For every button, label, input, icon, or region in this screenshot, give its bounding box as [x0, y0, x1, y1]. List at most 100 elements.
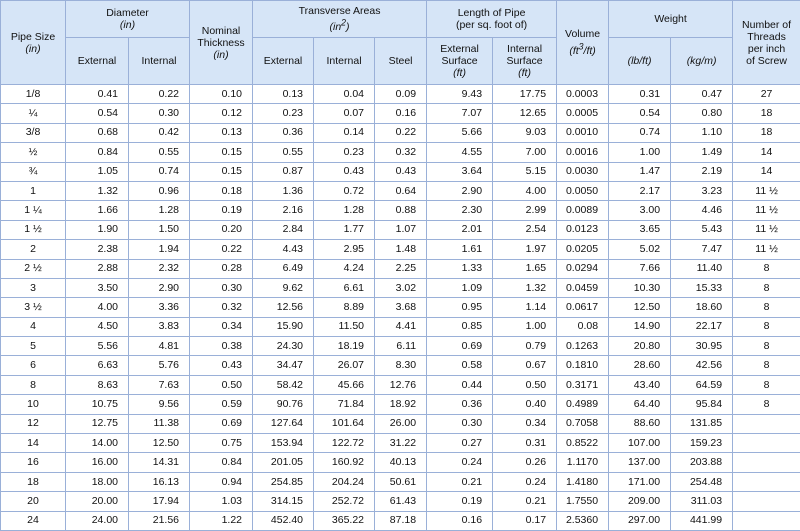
cell-external-surface: 1.33	[427, 259, 493, 278]
cell-nominal-thickness: 0.15	[190, 162, 253, 181]
cell-external-surface: 0.30	[427, 414, 493, 433]
cell-area-steel: 0.22	[375, 123, 427, 142]
cell-volume: 0.0005	[557, 104, 609, 123]
cell-pipe-size: 3	[1, 278, 66, 297]
cell-diameter-internal: 0.42	[129, 123, 190, 142]
cell-area-steel: 1.48	[375, 240, 427, 259]
cell-nominal-thickness: 1.03	[190, 492, 253, 511]
cell-diameter-external: 4.50	[66, 317, 129, 336]
cell-external-surface: 1.61	[427, 240, 493, 259]
cell-area-external: 0.55	[253, 143, 314, 162]
cell-weight-kg-m: 254.48	[671, 472, 733, 491]
cell-nominal-thickness: 0.84	[190, 453, 253, 472]
cell-area-steel: 6.11	[375, 337, 427, 356]
cell-area-external: 24.30	[253, 337, 314, 356]
cell-volume: 0.0050	[557, 181, 609, 200]
header-weight: Weight	[609, 1, 733, 38]
header-internal-surface: Internal Surface (ft)	[493, 38, 557, 85]
cell-pipe-size: 2 ½	[1, 259, 66, 278]
cell-volume: 0.0123	[557, 220, 609, 239]
cell-area-external: 0.87	[253, 162, 314, 181]
cell-internal-surface: 5.15	[493, 162, 557, 181]
cell-nominal-thickness: 0.18	[190, 181, 253, 200]
cell-weight-kg-m: 311.03	[671, 492, 733, 511]
header-pipe-size-label: Pipe Size	[11, 31, 55, 43]
cell-volume: 0.4989	[557, 395, 609, 414]
cell-diameter-external: 14.00	[66, 434, 129, 453]
cell-pipe-size: 20	[1, 492, 66, 511]
cell-area-steel: 87.18	[375, 511, 427, 530]
cell-diameter-external: 4.00	[66, 298, 129, 317]
cell-external-surface: 0.69	[427, 337, 493, 356]
cell-weight-lb-ft: 209.00	[609, 492, 671, 511]
cell-threads-per-inch: 8	[733, 278, 800, 297]
cell-nominal-thickness: 0.22	[190, 240, 253, 259]
cell-weight-lb-ft: 0.31	[609, 85, 671, 104]
cell-weight-kg-m: 30.95	[671, 337, 733, 356]
cell-threads-per-inch: 8	[733, 317, 800, 336]
header-weight-kg-m: (kg/m)	[671, 38, 733, 85]
cell-pipe-size: 10	[1, 395, 66, 414]
header-diameter-unit: (in)	[120, 19, 135, 31]
cell-diameter-internal: 5.76	[129, 356, 190, 375]
cell-volume: 0.0010	[557, 123, 609, 142]
cell-weight-kg-m: 64.59	[671, 375, 733, 394]
cell-external-surface: 0.27	[427, 434, 493, 453]
cell-area-external: 12.56	[253, 298, 314, 317]
cell-area-internal: 11.50	[314, 317, 375, 336]
header-volume-label: Volume	[565, 28, 600, 40]
cell-external-surface: 2.90	[427, 181, 493, 200]
cell-area-internal: 160.92	[314, 453, 375, 472]
cell-area-internal: 0.04	[314, 85, 375, 104]
cell-nominal-thickness: 0.32	[190, 298, 253, 317]
cell-weight-kg-m: 4.46	[671, 201, 733, 220]
cell-internal-surface: 1.00	[493, 317, 557, 336]
cell-weight-kg-m: 1.49	[671, 143, 733, 162]
cell-area-internal: 0.23	[314, 143, 375, 162]
cell-internal-surface: 0.26	[493, 453, 557, 472]
cell-threads-per-inch: 18	[733, 104, 800, 123]
cell-threads-per-inch: 11 ½	[733, 181, 800, 200]
cell-diameter-internal: 11.38	[129, 414, 190, 433]
cell-external-surface: 9.43	[427, 85, 493, 104]
cell-pipe-size: 3/8	[1, 123, 66, 142]
cell-diameter-external: 12.75	[66, 414, 129, 433]
cell-threads-per-inch: 8	[733, 395, 800, 414]
cell-diameter-internal: 21.56	[129, 511, 190, 530]
cell-volume: 0.0205	[557, 240, 609, 259]
cell-area-external: 201.05	[253, 453, 314, 472]
cell-diameter-internal: 0.55	[129, 143, 190, 162]
cell-area-steel: 3.02	[375, 278, 427, 297]
cell-area-internal: 45.66	[314, 375, 375, 394]
cell-pipe-size: 4	[1, 317, 66, 336]
header-pipe-size-unit: (in)	[25, 43, 40, 55]
cell-weight-kg-m: 441.99	[671, 511, 733, 530]
header-area-steel: Steel	[375, 38, 427, 85]
cell-nominal-thickness: 0.94	[190, 472, 253, 491]
header-external-surface: External Surface (ft)	[427, 38, 493, 85]
cell-external-surface: 2.01	[427, 220, 493, 239]
cell-weight-kg-m: 131.85	[671, 414, 733, 433]
cell-diameter-internal: 12.50	[129, 434, 190, 453]
cell-diameter-internal: 0.30	[129, 104, 190, 123]
cell-nominal-thickness: 0.10	[190, 85, 253, 104]
cell-area-external: 2.16	[253, 201, 314, 220]
cell-diameter-external: 0.54	[66, 104, 129, 123]
cell-area-steel: 31.22	[375, 434, 427, 453]
header-transverse-label: Transverse Areas	[299, 5, 381, 17]
cell-volume: 0.0617	[557, 298, 609, 317]
header-threads-line-4: of Screw	[746, 55, 787, 67]
cell-external-surface: 1.09	[427, 278, 493, 297]
cell-internal-surface: 0.50	[493, 375, 557, 394]
cell-area-internal: 18.19	[314, 337, 375, 356]
cell-volume: 1.7550	[557, 492, 609, 511]
cell-area-steel: 61.43	[375, 492, 427, 511]
